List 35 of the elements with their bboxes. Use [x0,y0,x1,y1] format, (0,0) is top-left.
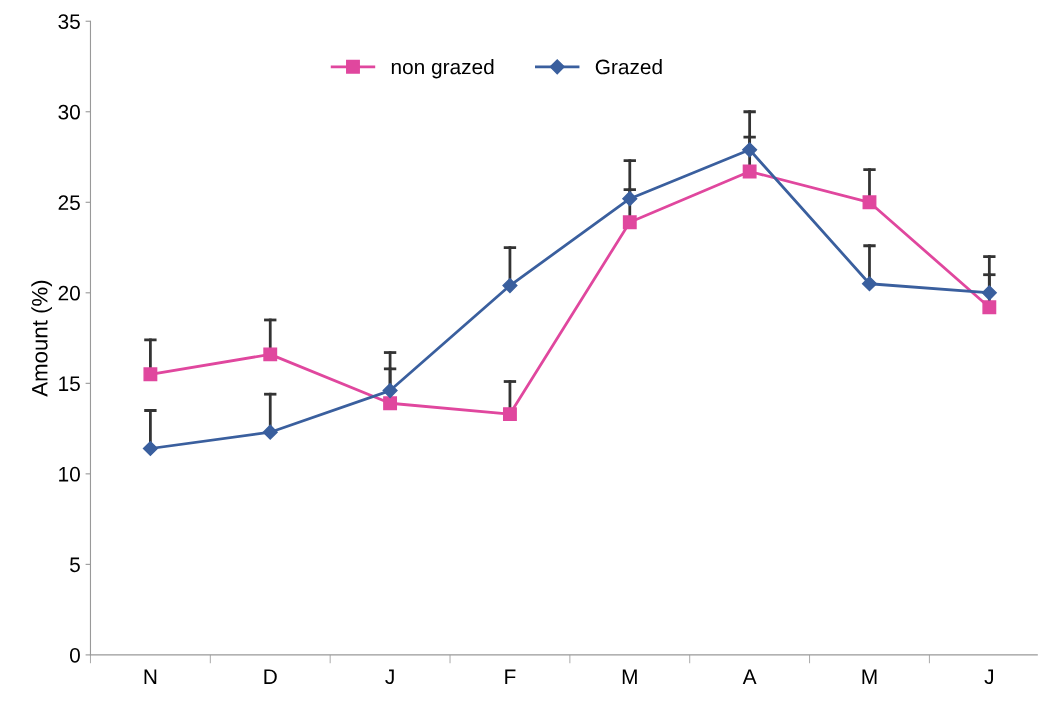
x-tick-label: J [385,669,394,685]
x-tick-label: J [984,669,993,685]
x-tick-label: N [144,669,157,684]
point [982,300,997,315]
y-tick-label: 10 [59,466,80,482]
point [262,424,278,440]
y-tick-label: 20 [58,285,80,301]
y-axis-title: Amount (%) [31,280,53,397]
y-tick-label: 15 [59,376,80,392]
point [142,440,158,457]
point [143,367,158,382]
point [383,396,398,411]
point [622,191,638,207]
y-tick-label: 0 [69,647,80,663]
point [263,347,278,362]
point [981,285,997,301]
y-tick-label: 5 [70,557,80,573]
x-tick-label: M [862,669,877,684]
point [742,142,758,158]
x-tick-label: M [622,669,637,684]
x-tick-label: D [264,669,277,684]
point [502,407,517,422]
y-tick-label: 35 [58,14,80,29]
point [502,277,518,294]
y-tick-label: 30 [58,104,80,120]
point [382,383,398,399]
x-tick-label: F [505,669,516,684]
legend-label: Grazed [595,59,662,75]
point [622,215,637,230]
legend-label: non grazed [391,59,494,79]
point [742,164,757,179]
y-tick-label: 25 [58,195,80,211]
x-tick-label: A [742,669,757,684]
point [862,195,877,210]
point [861,276,878,292]
